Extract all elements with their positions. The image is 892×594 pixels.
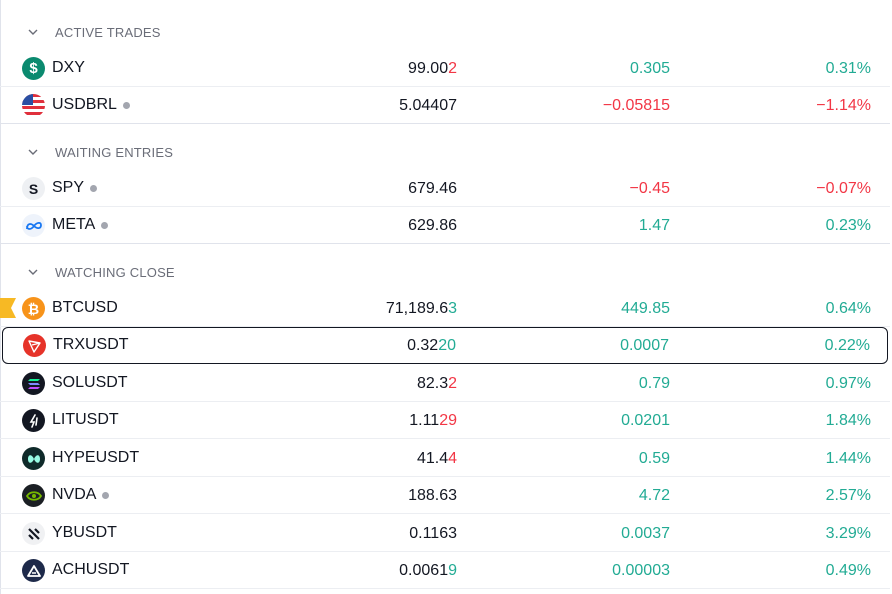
last-price: 0.1163 <box>409 525 457 542</box>
change-value: 0.79 <box>638 375 670 392</box>
change-percent: 0.49% <box>825 562 871 579</box>
section-title: WATCHING CLOSE <box>55 264 175 280</box>
last-price: 629.86 <box>408 217 457 234</box>
spy-logo-icon: S <box>22 177 45 200</box>
hype-icon <box>22 447 45 470</box>
last-price: 5.04407 <box>399 97 457 114</box>
change-value: 0.59 <box>638 450 670 467</box>
symbol-label: ACHUSDT <box>52 561 130 578</box>
flag-marker-icon[interactable] <box>0 298 16 318</box>
last-price: 0.00619 <box>399 562 457 579</box>
meta-logo-icon <box>22 214 45 237</box>
change-value: 449.85 <box>621 300 670 317</box>
change-percent: 3.29% <box>825 525 871 542</box>
symbol-label: YBUSDT <box>52 524 117 541</box>
symbol-label: NVDA <box>52 486 110 504</box>
section-header-watching-close[interactable]: WATCHING CLOSE <box>0 253 892 291</box>
section-title: WAITING ENTRIES <box>55 144 174 160</box>
last-price: 1.1129 <box>409 412 457 429</box>
last-price: 41.44 <box>416 450 457 467</box>
change-value: 0.0037 <box>621 525 670 542</box>
change-percent: 0.97% <box>825 375 871 392</box>
watchlist-row-trxusdt[interactable]: TRXUSDT 0.3220 0.0007 0.22% <box>2 327 888 364</box>
change-value: 0.0201 <box>621 412 670 429</box>
symbol-label: META <box>52 216 109 234</box>
watchlist-row-meta[interactable]: META 629.86 1.47 0.23% <box>0 207 890 244</box>
tron-icon <box>23 334 46 357</box>
us-flag-icon <box>22 94 45 117</box>
section-header-waiting-entries[interactable]: WAITING ENTRIES <box>0 133 892 171</box>
change-percent: 1.44% <box>825 450 871 467</box>
last-price: 71,189.63 <box>385 300 457 317</box>
watchlist-row-litusdt[interactable]: LITUSDT 1.1129 0.0201 1.84% <box>0 402 890 439</box>
change-percent: 0.23% <box>825 217 871 234</box>
symbol-label: SPY <box>52 179 98 197</box>
change-value: 0.00003 <box>612 562 670 579</box>
watchlist-row-nvda[interactable]: NVDA 188.63 4.72 2.57% <box>0 477 890 514</box>
status-dot <box>122 101 130 109</box>
last-price: 188.63 <box>408 487 457 504</box>
change-percent: 0.64% <box>825 300 871 317</box>
change-percent: −1.14% <box>816 97 871 114</box>
dollar-icon: $ <box>22 57 45 80</box>
change-value: 0.305 <box>629 60 670 77</box>
status-dot <box>101 221 109 229</box>
symbol-label: TRXUSDT <box>53 336 129 353</box>
watchlist-row-solusdt[interactable]: SOLUSDT 82.32 0.79 0.97% <box>0 365 890 402</box>
symbol-label: HYPEUSDT <box>52 449 140 466</box>
symbol-label: SOLUSDT <box>52 374 128 391</box>
change-value: 4.72 <box>638 487 670 504</box>
last-price: 679.46 <box>408 180 457 197</box>
watchlist-row-achusdt[interactable]: ACHUSDT 0.00619 0.00003 0.49% <box>0 552 890 589</box>
last-price: 0.3220 <box>407 337 456 354</box>
yb-icon <box>22 522 45 545</box>
solana-icon <box>22 372 45 395</box>
symbol-label: BTCUSD <box>52 299 118 316</box>
symbol-label: LITUSDT <box>52 411 119 428</box>
change-value: 1.47 <box>638 217 670 234</box>
bitcoin-icon: ₿ <box>22 297 45 320</box>
status-dot <box>90 184 98 192</box>
lit-icon <box>22 409 45 432</box>
change-percent: 1.84% <box>825 412 871 429</box>
watchlist-row-ybusdt[interactable]: YBUSDT 0.1163 0.0037 3.29% <box>0 515 890 552</box>
panel-left-border <box>0 0 1 594</box>
watchlist-row-usdbrl[interactable]: USDBRL 5.04407 −0.05815 −1.14% <box>0 87 890 124</box>
status-dot <box>102 491 110 499</box>
section-header-active-trades[interactable]: ACTIVE TRADES <box>0 13 892 51</box>
change-value: 0.0007 <box>620 337 669 354</box>
symbol-label: USDBRL <box>52 96 130 114</box>
change-percent: 0.31% <box>825 60 871 77</box>
change-value: −0.45 <box>629 180 670 197</box>
last-price: 82.32 <box>416 375 457 392</box>
watchlist-row-hypeusdt[interactable]: HYPEUSDT 41.44 0.59 1.44% <box>0 440 890 477</box>
change-percent: −0.07% <box>816 180 871 197</box>
watchlist-row-spy[interactable]: S SPY 679.46 −0.45 −0.07% <box>0 170 890 207</box>
change-percent: 0.22% <box>824 337 870 354</box>
chevron-down-icon[interactable] <box>27 26 39 38</box>
watchlist-row-btcusd[interactable]: ₿ BTCUSD 71,189.63 449.85 0.64% <box>0 290 890 327</box>
change-percent: 2.57% <box>825 487 871 504</box>
section-title: ACTIVE TRADES <box>55 24 161 40</box>
chevron-down-icon[interactable] <box>27 266 39 278</box>
chevron-down-icon[interactable] <box>27 146 39 158</box>
last-price: 99.002 <box>408 60 457 77</box>
change-value: −0.05815 <box>602 97 670 114</box>
symbol-label: DXY <box>52 59 85 76</box>
watchlist-row-dxy[interactable]: $ DXY 99.002 0.305 0.31% <box>0 50 890 87</box>
alchemy-icon <box>22 559 45 582</box>
nvidia-icon <box>22 484 45 507</box>
